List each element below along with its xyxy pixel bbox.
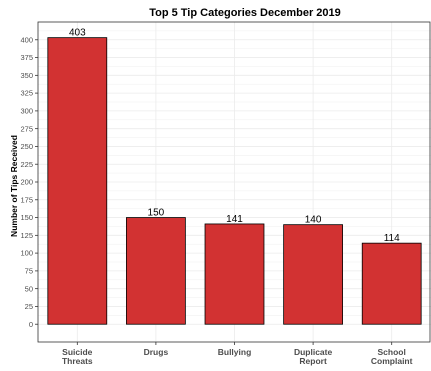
x-axis-ticks: Suicide Threats Drugs Bullying Duplicate Repo… bbox=[62, 342, 413, 366]
y-tick-label: 100 bbox=[20, 249, 33, 258]
bar bbox=[47, 37, 108, 325]
bar bbox=[283, 224, 343, 325]
bar bbox=[361, 242, 422, 325]
y-tick-label: 50 bbox=[25, 284, 33, 293]
y-axis-ticks: 0 25 50 75 100 125 150 175 200 225 250 275 300 325 350… bbox=[20, 35, 38, 329]
panel-border bbox=[37, 21, 431, 343]
y-tick-label: 275 bbox=[20, 124, 33, 133]
x-tick-label: Drugs bbox=[144, 347, 169, 357]
bar-value-label: 403 bbox=[69, 28, 86, 39]
y-tick-label: 225 bbox=[20, 160, 33, 169]
bar bbox=[126, 217, 186, 325]
bar-value-label: 150 bbox=[148, 208, 165, 219]
y-tick-label: 75 bbox=[25, 266, 33, 275]
y-axis-label: Number of Tips Received bbox=[9, 135, 19, 237]
bar-value-label: 114 bbox=[384, 233, 400, 244]
y-tick-label: 150 bbox=[20, 213, 33, 222]
y-tick-label: 300 bbox=[20, 106, 33, 115]
y-tick-label: 25 bbox=[25, 302, 33, 311]
y-tick-label: 350 bbox=[20, 71, 33, 80]
x-tick-label: School Complaint bbox=[371, 347, 413, 366]
y-tick-label: 200 bbox=[20, 178, 33, 187]
y-tick-label: 0 bbox=[29, 320, 33, 329]
x-tick-label: Bullying bbox=[218, 347, 252, 357]
x-tick-label: Suicide Threats bbox=[62, 347, 93, 366]
chart-title: Top 5 Tip Categories December 2019 bbox=[149, 7, 341, 19]
y-tick-label: 175 bbox=[20, 195, 33, 204]
bar bbox=[204, 223, 265, 325]
bar-value-label: 140 bbox=[305, 215, 322, 226]
bars bbox=[47, 37, 422, 325]
y-tick-label: 250 bbox=[20, 142, 33, 151]
y-tick-label: 325 bbox=[20, 89, 33, 98]
x-tick-label: Duplicate Report bbox=[294, 347, 333, 366]
bar-value-label: 141 bbox=[226, 214, 243, 225]
y-tick-label: 400 bbox=[20, 35, 33, 44]
data-labels: 403 150 141 140 114 bbox=[69, 28, 400, 245]
y-tick-label: 375 bbox=[20, 53, 33, 62]
y-tick-label: 125 bbox=[20, 231, 33, 240]
